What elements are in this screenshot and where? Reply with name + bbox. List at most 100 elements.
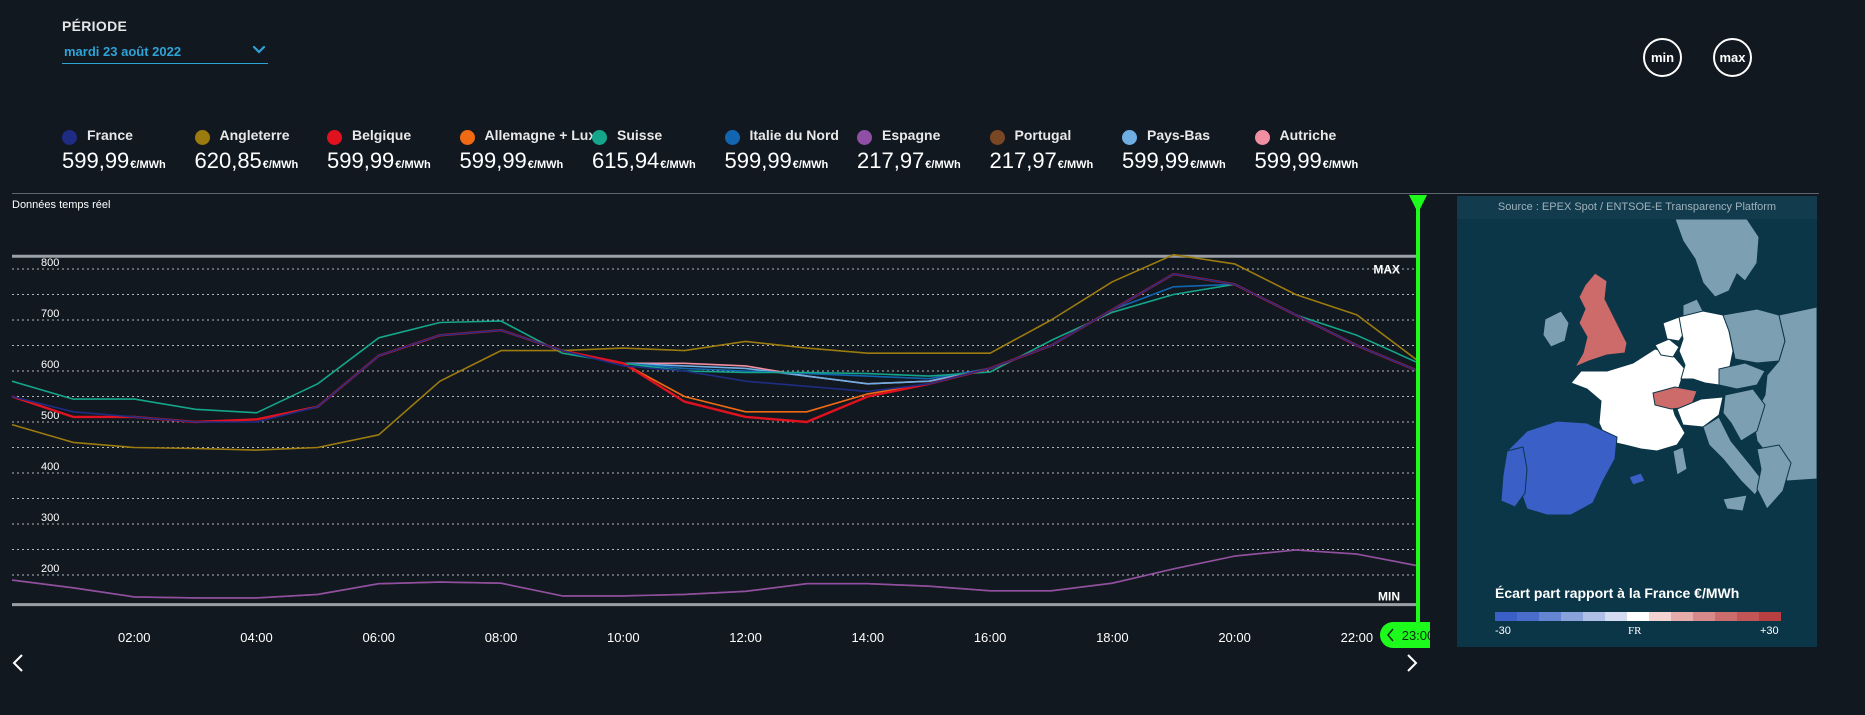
y-tick-label: 300 xyxy=(41,512,59,524)
y-tick-label: 400 xyxy=(41,461,59,473)
great-britain[interactable] xyxy=(1573,272,1628,369)
scale-swatch xyxy=(1715,612,1737,621)
x-tick-label: 04:00 xyxy=(240,630,273,645)
sicily[interactable] xyxy=(1722,494,1748,512)
scale-max-label: +30 xyxy=(1760,625,1779,637)
date-select[interactable]: mardi 23 août 2022 xyxy=(62,41,268,64)
x-tick-label: 06:00 xyxy=(363,630,396,645)
scale-swatch xyxy=(1539,612,1561,621)
legend-value: 599,99€/MWh xyxy=(1122,148,1226,174)
legend-item[interactable]: Suisse 615,94€/MWh xyxy=(592,126,724,178)
legend-name: Allemagne + Lux xyxy=(484,127,597,143)
scale-swatch xyxy=(1561,612,1583,621)
balearic[interactable] xyxy=(1628,472,1646,486)
italy-north[interactable] xyxy=(1676,396,1724,428)
legend-value: 599,99€/MWh xyxy=(1255,148,1359,174)
legend-value: 615,94€/MWh xyxy=(592,148,696,174)
legend-unit: €/MWh xyxy=(925,159,961,171)
series-line xyxy=(11,273,1419,423)
legend-number: 217,97 xyxy=(857,148,925,173)
europe-map xyxy=(1457,219,1817,575)
legend-item[interactable]: Pays-Bas 599,99€/MWh xyxy=(1122,126,1254,178)
realtime-label: Données temps réel xyxy=(12,199,111,211)
legend-name: Espagne xyxy=(882,127,941,143)
scale-swatch xyxy=(1583,612,1605,621)
scale-swatch xyxy=(1759,612,1781,621)
legend-number: 620,85 xyxy=(194,148,262,173)
scale-min-label: -30 xyxy=(1495,625,1511,637)
series-line xyxy=(11,272,1419,424)
legend-number: 599,99 xyxy=(327,148,395,173)
legend-item[interactable]: Belgique 599,99€/MWh xyxy=(327,126,459,178)
legend-name: Suisse xyxy=(617,127,663,143)
legend-dot xyxy=(592,130,607,145)
legend-dot xyxy=(1254,130,1270,145)
scale-mid-label: FR xyxy=(1628,625,1642,637)
legend-number: 599,99 xyxy=(724,148,792,173)
x-tick-label: 02:00 xyxy=(118,630,151,645)
time-cursor-badge[interactable] xyxy=(1380,622,1430,648)
legend-item[interactable]: France 599,99€/MWh xyxy=(62,126,194,178)
x-tick-label: 20:00 xyxy=(1218,630,1251,645)
legend-item[interactable]: Angleterre 620,85€/MWh xyxy=(194,126,327,178)
series-line xyxy=(11,549,1419,599)
legend-item[interactable]: Autriche 599,99€/MWh xyxy=(1254,126,1387,178)
divider xyxy=(12,193,1819,194)
legend-dot xyxy=(857,130,872,145)
portugal[interactable] xyxy=(1500,446,1528,508)
sardinia[interactable] xyxy=(1672,446,1688,476)
time-cursor-handle xyxy=(1409,195,1427,213)
legend-item[interactable]: Allemagne + Lux 599,99€/MWh xyxy=(459,126,596,178)
legend-unit: €/MWh xyxy=(660,159,696,171)
scale-swatch xyxy=(1627,612,1649,621)
map-source: Source : EPEX Spot / ENTSOE-E Transparen… xyxy=(1457,196,1817,219)
x-tick-label: 12:00 xyxy=(729,630,762,645)
map-title: Écart part rapport à la France €/MWh xyxy=(1495,585,1740,601)
legend-value: 217,97€/MWh xyxy=(857,148,961,174)
max-button[interactable]: max xyxy=(1713,38,1752,77)
scale-swatch xyxy=(1737,612,1759,621)
series-line xyxy=(11,283,1419,423)
legend-name: France xyxy=(87,127,133,143)
cursor-left-icon xyxy=(1387,628,1394,642)
y-tick-label: 600 xyxy=(41,359,59,371)
scale-swatch xyxy=(1693,612,1715,621)
legend-number: 217,97 xyxy=(989,148,1057,173)
legend-number: 599,99 xyxy=(459,148,527,173)
legend-dot xyxy=(327,130,342,145)
czech-austria[interactable] xyxy=(1718,362,1766,390)
legend: France 599,99€/MWh Angleterre 620,85€/MWh Be… xyxy=(62,126,1412,178)
map-panel: Source : EPEX Spot / ENTSOE-E Transparen… xyxy=(1457,196,1817,647)
prev-day-arrow-icon[interactable] xyxy=(10,652,26,674)
x-tick-label: 08:00 xyxy=(485,630,518,645)
color-scale xyxy=(1495,612,1781,621)
scale-swatch xyxy=(1495,612,1517,621)
scale-swatch xyxy=(1649,612,1671,621)
legend-dot xyxy=(724,130,740,145)
balkans[interactable] xyxy=(1722,388,1766,442)
legend-name: Angleterre xyxy=(219,127,290,143)
legend-name: Belgique xyxy=(352,127,412,143)
time-cursor-label: 23:00 xyxy=(1402,628,1430,643)
legend-unit: €/MWh xyxy=(1190,159,1226,171)
max-label: MAX xyxy=(1373,262,1400,276)
y-tick-label: 800 xyxy=(41,257,59,269)
ireland[interactable] xyxy=(1542,310,1570,348)
legend-item[interactable]: Portugal 217,97€/MWh xyxy=(989,126,1122,178)
legend-item[interactable]: Espagne 217,97€/MWh xyxy=(857,126,989,178)
legend-number: 615,94 xyxy=(592,148,660,173)
belgium[interactable] xyxy=(1654,338,1680,358)
legend-item[interactable]: Italie du Nord 599,99€/MWh xyxy=(724,126,857,178)
series-line xyxy=(11,283,1419,414)
greece[interactable] xyxy=(1756,444,1792,510)
min-button[interactable]: min xyxy=(1643,38,1682,77)
legend-number: 599,99 xyxy=(1122,148,1190,173)
next-day-arrow-icon[interactable] xyxy=(1404,652,1420,674)
y-tick-label: 500 xyxy=(41,410,59,422)
x-tick-label: 22:00 xyxy=(1341,630,1374,645)
y-tick-label: 700 xyxy=(41,308,59,320)
scandinavia[interactable] xyxy=(1674,219,1760,298)
legend-unit: €/MWh xyxy=(395,159,431,171)
legend-unit: €/MWh xyxy=(527,159,564,171)
series-line xyxy=(11,253,1419,451)
